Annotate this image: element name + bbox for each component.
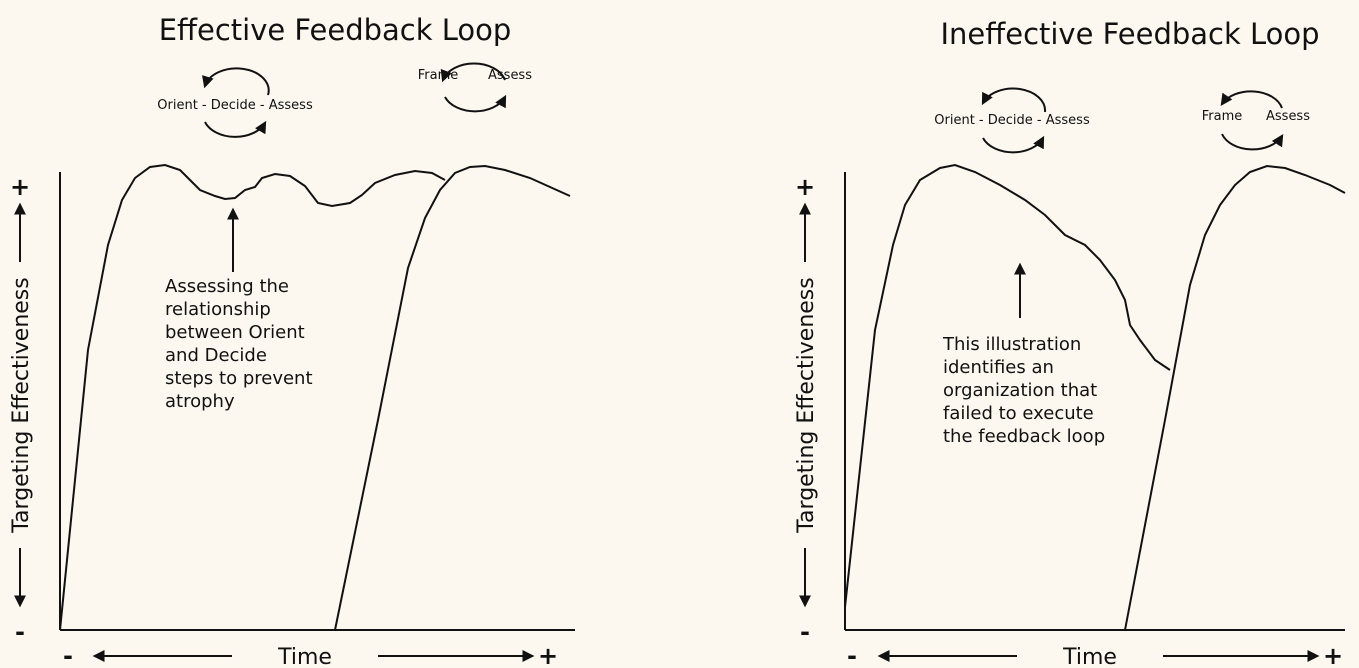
curve bbox=[1124, 164, 1346, 631]
loop-label: Frame bbox=[418, 68, 459, 83]
x-minus: - bbox=[847, 642, 857, 668]
panel-title: Ineffective Feedback Loop bbox=[940, 17, 1319, 51]
annotation-line: the feedback loop bbox=[943, 426, 1105, 447]
loop-arrow bbox=[202, 67, 270, 96]
loop-label: Assess bbox=[1266, 109, 1310, 124]
annotation-line: failed to execute bbox=[943, 403, 1094, 424]
annotation-line: relationship bbox=[165, 299, 271, 320]
curve bbox=[59, 163, 446, 631]
panel-title: Effective Feedback Loop bbox=[159, 13, 512, 47]
annotation-line: Assessing the bbox=[165, 276, 289, 297]
x-minus: - bbox=[63, 642, 73, 668]
annotation-line: and Decide bbox=[165, 345, 267, 366]
loop-arrow bbox=[1221, 133, 1284, 151]
loop-arrow bbox=[1220, 90, 1283, 109]
y-label: Targeting Effectiveness bbox=[9, 277, 34, 533]
annotation-line: identifies an bbox=[943, 357, 1054, 378]
loop-arrow bbox=[982, 135, 1045, 154]
loop-label: Orient - Decide - Assess bbox=[934, 113, 1090, 128]
annotation-line: atrophy bbox=[165, 391, 235, 412]
annotation-line: organization that bbox=[943, 380, 1097, 401]
x-plus: + bbox=[538, 642, 558, 668]
x-plus: + bbox=[1323, 642, 1343, 668]
loop-label: Orient - Decide - Assess bbox=[157, 98, 313, 113]
y-plus: + bbox=[795, 173, 815, 201]
loop-label: Assess bbox=[488, 68, 532, 83]
x-label: Time bbox=[1062, 645, 1117, 668]
annotation-line: steps to prevent bbox=[165, 368, 313, 389]
y-label: Targeting Effectiveness bbox=[794, 277, 819, 533]
loop-arrow bbox=[440, 62, 506, 83]
panel-left: Effective Feedback Loop Orient - Decide … bbox=[9, 13, 575, 668]
curve bbox=[844, 163, 1171, 608]
x-label: Time bbox=[277, 645, 332, 668]
loop-label: Frame bbox=[1202, 109, 1243, 124]
y-plus: + bbox=[10, 173, 30, 201]
loop-arrow bbox=[981, 87, 1047, 113]
y-minus: - bbox=[800, 618, 810, 646]
loop-arrow bbox=[204, 120, 267, 138]
y-minus: - bbox=[15, 618, 25, 646]
annotation-line: This illustration bbox=[942, 334, 1081, 355]
panel-right: Ineffective Feedback Loop Orient - Decid… bbox=[794, 17, 1346, 668]
loop-arrow bbox=[444, 94, 507, 113]
annotation-line: between Orient bbox=[165, 322, 305, 343]
curve bbox=[334, 164, 571, 631]
